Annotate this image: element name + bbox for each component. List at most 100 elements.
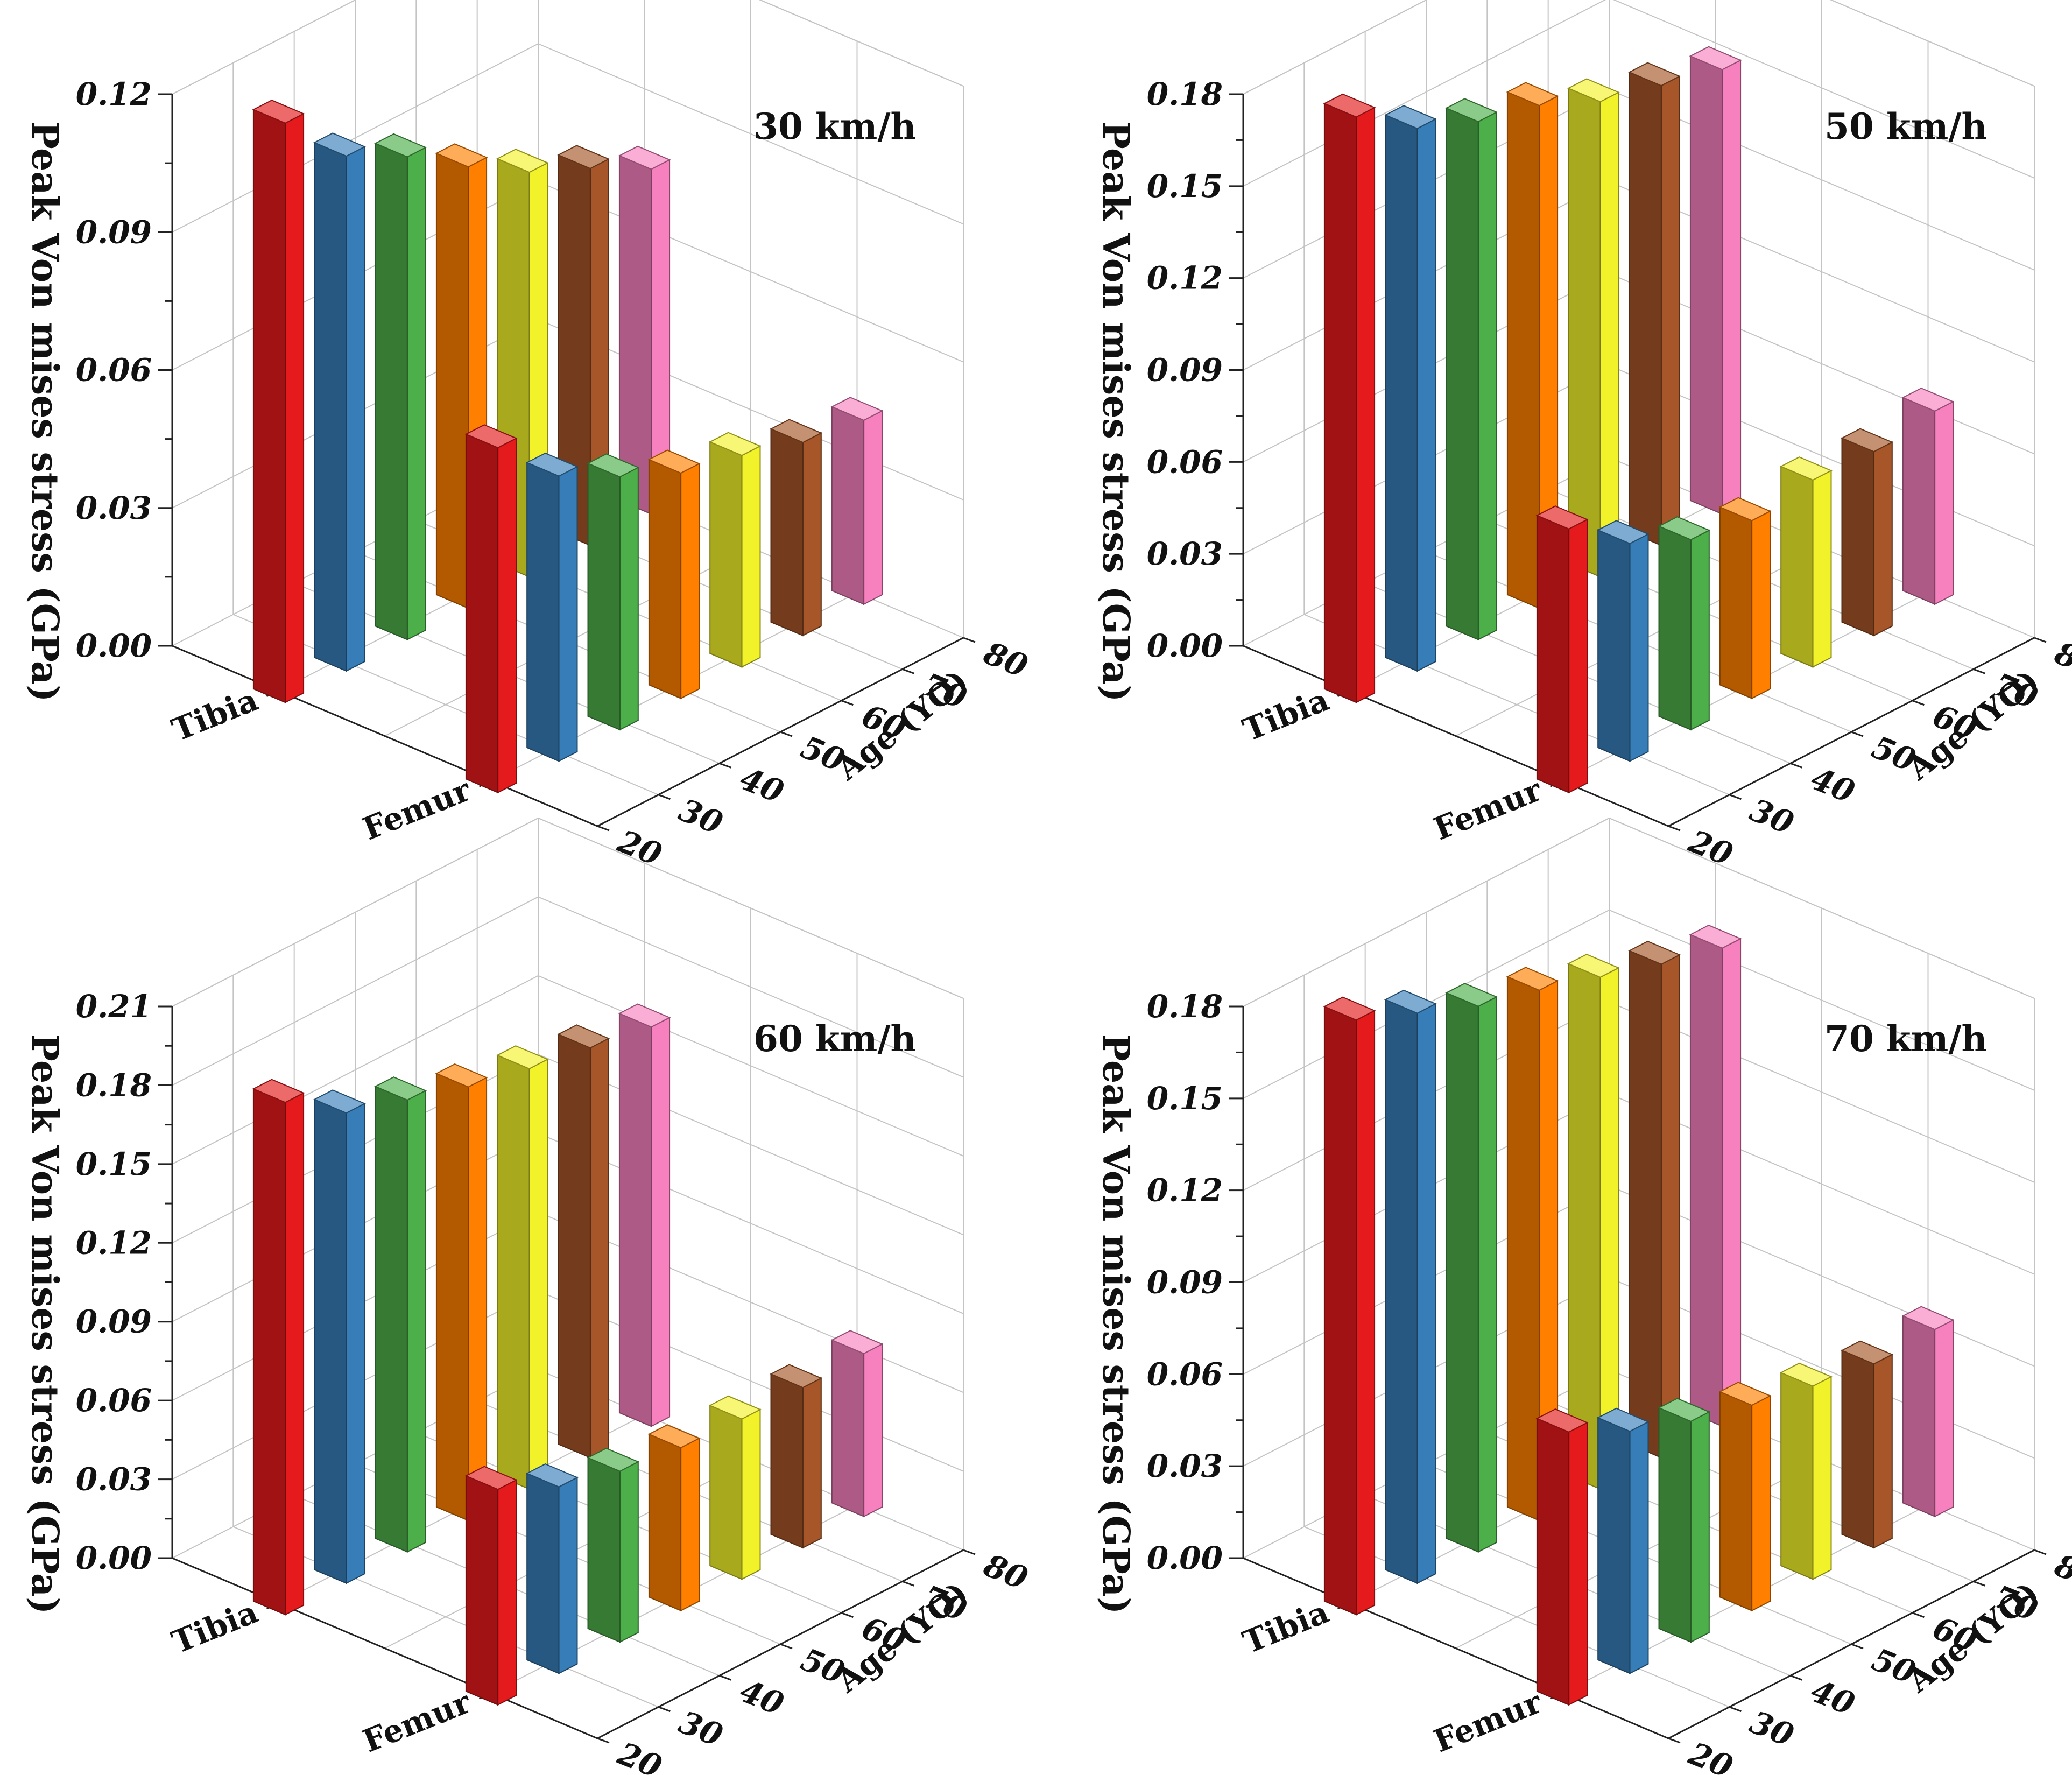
value-tick-label: 0.18: [1147, 76, 1223, 112]
bar-side: [1536, 1418, 1570, 1706]
value-tick-label: 0.03: [76, 1461, 152, 1498]
bar-top: [1323, 93, 1376, 118]
bar-face: [497, 1479, 517, 1706]
bar-tibia-age-80: [1689, 924, 1742, 1427]
category-label-tibia: Tibia: [1238, 1594, 1334, 1661]
bar-side: [465, 1475, 499, 1706]
category-axis: [172, 1557, 598, 1739]
bar-tibia-age-70: [557, 1024, 610, 1459]
bar-face: [1356, 1010, 1376, 1616]
bar-femur-age-50: [647, 1424, 701, 1612]
age-axis-title: Age (YO): [1900, 663, 2046, 787]
value-tick-label: 0.15: [1147, 168, 1223, 205]
bar-top: [830, 397, 884, 421]
y-axis-title: Peak Von mises stress (GPa): [1094, 1034, 1137, 1615]
bar-top: [708, 432, 762, 456]
bar-femur-age-80: [1901, 388, 1955, 605]
bar-face: [1477, 996, 1497, 1553]
bar-top: [587, 453, 640, 478]
age-tick: [658, 1706, 671, 1713]
category-label-tibia: Tibia: [167, 681, 263, 749]
value-tick-label: 0.09: [76, 214, 152, 250]
bar-face: [802, 432, 822, 637]
bar-femur-age-60: [708, 1395, 762, 1580]
bar-top: [496, 149, 549, 173]
value-tick-label: 0.21: [76, 988, 152, 1025]
bar-top: [1567, 953, 1620, 978]
value-tick-label: 0.12: [76, 1224, 152, 1261]
bar-side: [648, 459, 682, 700]
bar-side: [435, 152, 469, 609]
bar-top: [374, 1076, 427, 1101]
bar-side: [1385, 114, 1418, 672]
bar-face: [741, 1408, 761, 1580]
bar-side: [1780, 466, 1814, 668]
value-tick-label: 0.00: [1147, 628, 1223, 664]
bar-femur-age-50: [1718, 497, 1772, 700]
bar-tibia-age-70: [557, 145, 610, 547]
bar-top: [1779, 1362, 1833, 1387]
value-tick-label: 0.03: [76, 490, 152, 526]
bar-side: [314, 142, 347, 672]
bar-top: [1384, 989, 1437, 1014]
bar-side: [314, 1098, 347, 1584]
bar-face: [1690, 529, 1710, 731]
grid-line: [1609, 909, 2035, 1091]
bar-face: [468, 1076, 488, 1522]
bar-femur-age-70: [770, 1364, 823, 1549]
age-tick-label: 80: [978, 1547, 1033, 1597]
bar-top: [557, 145, 610, 170]
value-tick-label: 0.06: [76, 1382, 152, 1419]
bar-side: [1597, 529, 1631, 762]
bar-face: [1934, 1319, 1954, 1518]
bar-face: [1629, 1421, 1649, 1674]
value-tick-label: 0.03: [1147, 1448, 1223, 1484]
bar-top: [1841, 1340, 1894, 1365]
bar-top: [313, 1089, 366, 1114]
y-axis-title: Peak Von mises stress (GPa): [23, 122, 66, 702]
bar-face: [1416, 1003, 1436, 1584]
bar-side: [1568, 963, 1601, 1490]
bar-femur-age-30: [1596, 1407, 1650, 1674]
age-tick-label: 30: [1745, 1704, 1799, 1754]
bar-face: [1356, 107, 1376, 703]
bar-face: [1722, 59, 1742, 515]
bar-tibia-age-20: [252, 1079, 305, 1616]
bar-face: [1812, 1376, 1832, 1580]
grid-line: [172, 896, 539, 1086]
bar-face: [1477, 111, 1497, 641]
bar-face: [589, 1037, 609, 1459]
age-tick-label: 40: [735, 760, 788, 810]
bar-face: [1690, 1411, 1710, 1643]
age-tick-label: 20: [612, 1735, 667, 1775]
value-tick-label: 0.00: [76, 1540, 152, 1576]
value-tick-label: 0.00: [1147, 1540, 1223, 1576]
age-tick: [780, 1643, 793, 1650]
bar-face: [1751, 1394, 1771, 1612]
age-tick: [1912, 700, 1925, 706]
age-tick: [963, 637, 976, 643]
bar-top: [1628, 62, 1681, 87]
age-tick-label: 40: [1806, 760, 1859, 810]
bar-top: [1323, 996, 1376, 1021]
bar-tibia-age-50: [435, 1063, 488, 1522]
bar-top: [525, 1463, 579, 1488]
bar-face: [1660, 954, 1680, 1459]
bar-tibia-age-40: [1445, 983, 1498, 1553]
bar-femur-age-70: [1841, 1340, 1894, 1549]
bar-tibia-age-20: [1323, 93, 1376, 703]
bar-face: [497, 437, 517, 794]
bar-side: [1629, 71, 1662, 546]
bar-face: [1629, 533, 1649, 762]
bar-side: [770, 428, 804, 637]
category-label-tibia: Tibia: [1238, 681, 1334, 749]
age-tick: [1790, 762, 1803, 769]
bar-face: [346, 1102, 365, 1584]
age-tick-label: 20: [612, 823, 667, 874]
bar-femur-age-80: [1901, 1306, 1955, 1518]
panel-title: 30 km/h: [753, 105, 916, 147]
bar-top: [1567, 78, 1620, 103]
bar-face: [285, 112, 305, 703]
age-tick-label: 80: [2049, 1547, 2072, 1597]
category-label-femur: Femur: [357, 1684, 476, 1760]
